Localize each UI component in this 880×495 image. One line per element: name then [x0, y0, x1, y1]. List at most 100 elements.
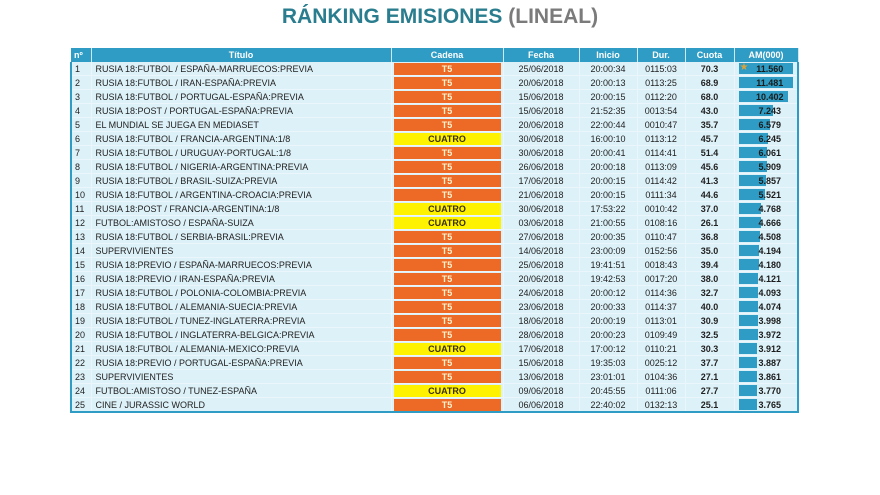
title-main: RÁNKING EMISIONES [281, 5, 503, 28]
cell-dur: 0109:49 [637, 327, 686, 342]
cell-fecha: 15/06/2018 [503, 103, 580, 118]
header-fecha: Fecha [503, 48, 580, 62]
cell-cuota: 38.0 [685, 271, 735, 286]
cell-dur: 0114:41 [637, 145, 686, 160]
ranking-table: nº Título Cadena Fecha Inicio Dur. Cuota AM(000… [70, 48, 799, 413]
cell-num: 18 [70, 299, 92, 314]
cell-fecha: 20/06/2018 [503, 117, 580, 132]
cell-dur: 0132:13 [637, 397, 686, 413]
cell-cadena: T5 [391, 397, 504, 413]
cell-titulo: RUSIA 18:FUTBOL / TUNEZ-INGLATERRA:PREVI… [91, 313, 392, 328]
channel-badge: T5 [393, 118, 501, 131]
data-bar [738, 301, 758, 312]
data-bar [738, 203, 761, 214]
cell-titulo: FUTBOL:AMISTOSO / TUNEZ-ESPAÑA [91, 383, 392, 398]
cell-am: 4.074 [734, 299, 799, 314]
am-value: 5.521 [758, 189, 782, 200]
channel-badge: T5 [393, 174, 501, 187]
cell-inicio: 20:00:35 [579, 229, 638, 244]
cell-inicio: 22:40:02 [579, 397, 638, 413]
cell-num: 22 [70, 355, 92, 370]
cell-num: 9 [70, 173, 92, 188]
cell-cuota: 37.7 [685, 355, 735, 370]
cell-cuota: 36.8 [685, 229, 735, 244]
cell-inicio: 19:42:53 [579, 271, 638, 286]
cell-fecha: 30/06/2018 [503, 131, 580, 146]
channel-badge: T5 [393, 286, 501, 299]
cell-inicio: 20:00:15 [579, 89, 638, 104]
cell-titulo: RUSIA 18:FUTBOL / SERBIA-BRASIL:PREVIA [91, 229, 392, 244]
cell-titulo: RUSIA 18:FUTBOL / ALEMANIA-SUECIA:PREVIA [91, 299, 392, 314]
cell-titulo: RUSIA 18:FUTBOL / ALEMANIA-MEXICO:PREVIA [91, 341, 392, 356]
channel-badge: CUATRO [393, 384, 501, 397]
table-row: 17 RUSIA 18:FUTBOL / POLONIA-COLOMBIA:PRE… [70, 285, 799, 300]
cell-am: 3.765 [734, 397, 799, 413]
cell-dur: 0018:43 [637, 257, 686, 272]
cell-num: 16 [70, 271, 92, 286]
cell-num: 20 [70, 327, 92, 342]
cell-cadena: T5 [391, 313, 504, 328]
cell-am: 4.093 [734, 285, 799, 300]
am-value: 6.579 [758, 119, 782, 130]
am-value: 3.998 [758, 315, 782, 326]
cell-num: 5 [70, 117, 92, 132]
data-bar [738, 273, 758, 284]
am-value: 4.093 [758, 287, 782, 298]
am-value: 3.972 [758, 329, 782, 340]
am-value: 4.074 [758, 301, 782, 312]
cell-am: 10.402 [734, 89, 799, 104]
channel-badge: T5 [393, 398, 501, 411]
cell-fecha: 26/06/2018 [503, 159, 580, 174]
cell-fecha: 24/06/2018 [503, 285, 580, 300]
cell-cuota: 44.6 [685, 187, 735, 202]
cell-titulo: CINE / JURASSIC WORLD [91, 397, 392, 413]
cell-inicio: 20:00:15 [579, 173, 638, 188]
header-am: AM(000) [734, 48, 799, 62]
cell-cuota: 27.7 [685, 383, 735, 398]
cell-fecha: 23/06/2018 [503, 299, 580, 314]
header-dur: Dur. [637, 48, 686, 62]
data-bar [738, 189, 765, 200]
cell-fecha: 17/06/2018 [503, 173, 580, 188]
data-bar [738, 105, 773, 116]
data-bar [738, 385, 757, 396]
cell-fecha: 25/06/2018 [503, 257, 580, 272]
cell-num: 11 [70, 201, 92, 216]
table-row: 12 FUTBOL:AMISTOSO / ESPAÑA-SUIZA CUATRO 03… [70, 215, 799, 230]
cell-cuota: 35.0 [685, 243, 735, 258]
cell-inicio: 20:00:34 [579, 62, 638, 76]
cell-dur: 0111:34 [637, 187, 686, 202]
cell-cuota: 68.9 [685, 75, 735, 90]
cell-cuota: 45.6 [685, 159, 735, 174]
am-value: 4.508 [758, 231, 782, 242]
data-bar [738, 175, 766, 186]
cell-num: 25 [70, 397, 92, 413]
channel-badge: T5 [393, 104, 501, 117]
am-value: 6.245 [758, 133, 782, 144]
am-value: 4.121 [758, 273, 782, 284]
table-body: 1 RUSIA 18:FUTBOL / ESPAÑA-MARRUECOS:PREV… [70, 62, 799, 413]
table-row: 19 RUSIA 18:FUTBOL / TUNEZ-INGLATERRA:PRE… [70, 313, 799, 328]
cell-num: 7 [70, 145, 92, 160]
channel-badge: T5 [393, 90, 501, 103]
cell-inicio: 22:00:44 [579, 117, 638, 132]
cell-cadena: T5 [391, 243, 504, 258]
data-bar [738, 357, 757, 368]
am-value: 3.912 [758, 343, 782, 354]
am-value: 3.765 [758, 399, 782, 410]
data-bar [738, 231, 760, 242]
cell-dur: 0108:16 [637, 215, 686, 230]
data-bar [738, 259, 759, 270]
cell-dur: 0113:12 [637, 131, 686, 146]
cell-titulo: RUSIA 18:PREVIO / IRAN-ESPAÑA:PREVIA [91, 271, 392, 286]
cell-cadena: CUATRO [391, 383, 504, 398]
cell-num: 15 [70, 257, 92, 272]
cell-inicio: 17:00:12 [579, 341, 638, 356]
cell-cuota: 32.7 [685, 285, 735, 300]
channel-badge: T5 [393, 230, 501, 243]
cell-am: 7.243 [734, 103, 799, 118]
cell-titulo: RUSIA 18:FUTBOL / NIGERIA-ARGENTINA:PREV… [91, 159, 392, 174]
cell-cadena: T5 [391, 187, 504, 202]
cell-am: 4.768 [734, 201, 799, 216]
table-row: 1 RUSIA 18:FUTBOL / ESPAÑA-MARRUECOS:PREV… [70, 62, 799, 76]
